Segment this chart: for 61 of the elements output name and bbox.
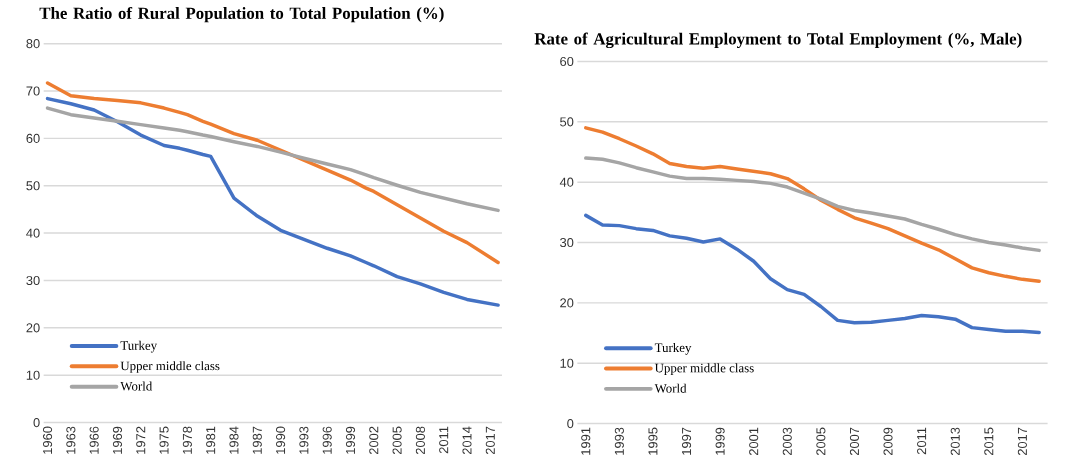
x-tick-label: 1963 (66, 426, 76, 454)
x-tick-label: 2008 (415, 426, 425, 455)
x-tick-label: 1960 (42, 426, 53, 454)
x-tick-label: 1981 (206, 426, 216, 454)
x-tick-label: 2017 (485, 426, 495, 455)
x-tick-label: 2011 (439, 426, 449, 454)
legend-label: Turkey (120, 340, 158, 353)
x-tick-label: 2013 (950, 427, 960, 455)
x-tick-label: 1987 (252, 426, 262, 454)
x-tick-label: 2005 (392, 426, 402, 455)
y-tick-label: 70 (26, 86, 40, 96)
legend-label: Turkey (654, 342, 692, 355)
x-tick-label: 1996 (322, 426, 332, 454)
x-tick-label: 1997 (681, 427, 692, 455)
y-tick-label: 80 (26, 38, 40, 49)
y-tick-label: 10 (560, 358, 574, 368)
x-tick-label: 2005 (816, 427, 826, 455)
x-tick-label: 1978 (182, 426, 192, 454)
x-tick-label: 1993 (299, 426, 309, 454)
line-series (45, 96, 500, 307)
x-tick-label: 1999 (345, 426, 356, 454)
line-series (584, 213, 1041, 335)
legend-label: World (120, 381, 153, 391)
x-tick-label: 1972 (136, 426, 146, 454)
x-tick-label: 1990 (276, 426, 286, 454)
y-tick-label: 50 (560, 117, 574, 127)
x-tick-label: 2014 (462, 426, 472, 455)
x-tick-label: 1991 (581, 427, 591, 455)
x-tick-label: 2002 (369, 426, 379, 455)
x-tick-label: 1966 (89, 426, 99, 454)
y-tick-label: 40 (26, 228, 40, 238)
y-tick-label: 0 (33, 417, 40, 428)
y-tick-label: 30 (26, 275, 40, 285)
y-tick-label: 10 (26, 370, 40, 380)
line-series (584, 156, 1041, 253)
y-tick-label: 20 (26, 323, 40, 333)
y-tick-label: 60 (560, 56, 574, 66)
x-tick-label: 2009 (883, 427, 893, 455)
x-tick-label: 2017 (1017, 427, 1027, 455)
x-tick-label: 1995 (648, 427, 658, 455)
chart-title: Rate of Agricultural Employment to Total Employment (%, Male) (534, 32, 1022, 49)
chart-title: The Ratio of Rural Population to Total Population (%) (39, 6, 444, 23)
y-tick-label: 50 (26, 181, 40, 191)
x-tick-label: 2003 (782, 427, 792, 455)
x-tick-label: 1969 (112, 426, 123, 454)
legend-label: World (654, 383, 687, 393)
y-tick-label: 30 (560, 237, 574, 247)
y-tick-label: 20 (560, 298, 574, 308)
x-tick-label: 1999 (715, 427, 725, 455)
y-tick-label: 60 (26, 133, 40, 143)
x-tick-label: 2011 (917, 427, 927, 455)
x-tick-label: 2001 (749, 427, 759, 455)
x-tick-label: 2007 (849, 427, 860, 455)
legend-label: Upper middle class (654, 363, 754, 375)
y-tick-label: 0 (567, 418, 574, 429)
y-tick-label: 40 (559, 177, 574, 187)
x-tick-label: 1993 (614, 427, 624, 455)
x-tick-label: 1984 (229, 426, 239, 454)
legend-label: Upper middle class (120, 361, 220, 373)
x-tick-label: 1975 (159, 426, 169, 454)
x-tick-label: 2015 (984, 427, 994, 455)
